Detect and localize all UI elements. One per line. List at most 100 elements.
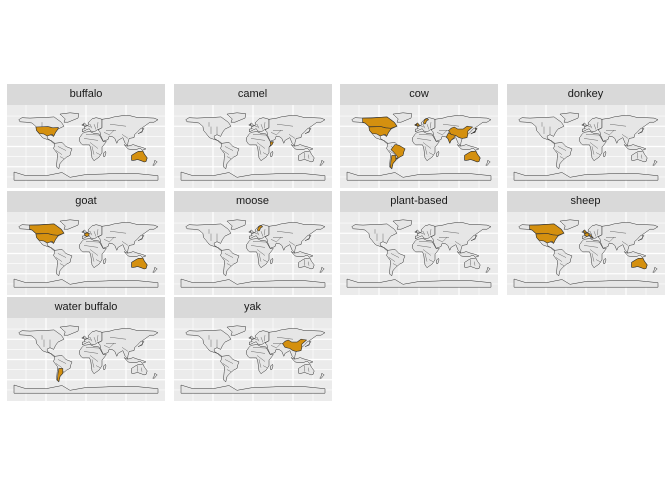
country-border: [121, 240, 129, 246]
country-border: [250, 138, 265, 141]
country-border: [57, 359, 67, 364]
country-border: [288, 240, 295, 246]
landmass-ireland: [581, 123, 584, 126]
landmass-new-zealand: [152, 160, 158, 166]
country-border: [585, 134, 600, 136]
landmass-greenland: [226, 112, 246, 123]
country-border: [103, 238, 111, 242]
landmass-japan: [137, 234, 145, 241]
country-border: [252, 240, 267, 242]
country-border: [603, 238, 610, 242]
landmass-europe: [581, 117, 602, 133]
landmass-madagascar: [269, 151, 273, 157]
country-border: [276, 337, 293, 340]
landmass-indonesia: [290, 144, 313, 151]
country-border: [442, 236, 448, 241]
country-border: [276, 124, 293, 127]
world-map: [7, 211, 165, 295]
country-highlight-argentina: [389, 155, 397, 170]
country-border: [57, 146, 67, 151]
country-border: [422, 248, 432, 256]
country-border: [89, 248, 99, 256]
country-border: [89, 337, 93, 342]
country-border: [97, 228, 99, 235]
landmass-new-zealand: [485, 160, 491, 166]
landmass-australia: [630, 150, 647, 163]
country-border: [121, 134, 129, 139]
country-border: [250, 351, 265, 354]
landmass-britain: [582, 122, 587, 127]
country-border: [270, 345, 277, 349]
country-highlight-japan: [470, 128, 478, 135]
country-highlight-brazil: [390, 144, 406, 160]
landmass-britain: [416, 229, 420, 233]
landmass-indonesia: [123, 357, 147, 364]
world-map: [173, 105, 332, 188]
country-border: [263, 335, 265, 342]
country-border: [390, 252, 400, 258]
country-border: [276, 236, 281, 241]
country-border: [55, 150, 63, 155]
map-panel: [7, 318, 165, 401]
country-highlight-sweden: [256, 224, 263, 231]
landmass-europe: [82, 117, 103, 133]
country-border: [555, 256, 562, 262]
landmass-britain: [249, 122, 254, 127]
landmass-new-zealand: [152, 266, 158, 272]
world-map: [173, 318, 332, 401]
landmass-greenland: [392, 219, 413, 229]
country-border: [428, 258, 434, 262]
landmass-asia: [430, 221, 492, 253]
landmass-asia: [264, 221, 325, 253]
country-highlight-australia: [630, 257, 647, 269]
facet-strip-label: moose: [173, 190, 332, 212]
country-border: [392, 262, 398, 266]
country-border: [436, 238, 444, 242]
country-border: [256, 124, 259, 129]
country-border: [55, 256, 63, 262]
country-border: [583, 138, 598, 141]
facet-strip-label: sheep: [506, 190, 665, 212]
country-border: [91, 146, 95, 155]
country-border: [422, 230, 426, 235]
country-border: [474, 261, 476, 266]
country-border: [95, 258, 101, 262]
landmass-greenland: [559, 112, 579, 123]
country-border: [260, 337, 263, 343]
country-border: [270, 238, 277, 242]
country-border: [422, 124, 426, 129]
country-border: [591, 252, 594, 262]
country-border: [388, 256, 396, 262]
country-highlight-canada: [528, 223, 564, 236]
country-border: [256, 230, 259, 235]
world-map: [173, 211, 332, 295]
country-border: [585, 240, 600, 242]
landmass-europe: [248, 223, 269, 239]
country-highlight-france: [583, 232, 589, 237]
country-border: [226, 369, 231, 372]
landmass-japan: [637, 128, 644, 135]
landmass-greenland: [226, 219, 246, 229]
country-border: [97, 122, 99, 129]
map-panel: [340, 105, 498, 188]
landmass-britain: [83, 122, 87, 127]
landmass-indonesia: [623, 250, 646, 257]
map-panel: [7, 105, 165, 188]
country-highlight-china: [281, 338, 307, 352]
country-border: [91, 252, 95, 262]
landmass-ireland: [81, 230, 84, 233]
country-border: [95, 152, 101, 155]
country-border: [276, 130, 281, 135]
country-border: [586, 125, 591, 128]
landmass-greenland: [59, 325, 80, 336]
world-map: [340, 211, 498, 295]
landmass-madagascar: [103, 257, 107, 264]
country-border: [89, 142, 99, 149]
landmass-antarctica: [180, 171, 325, 181]
map-panel: [173, 211, 332, 295]
country-border: [97, 335, 99, 342]
landmass-south-america: [53, 142, 73, 170]
country-border: [426, 230, 430, 237]
country-highlight-australia: [464, 150, 481, 163]
country-border: [307, 261, 309, 266]
